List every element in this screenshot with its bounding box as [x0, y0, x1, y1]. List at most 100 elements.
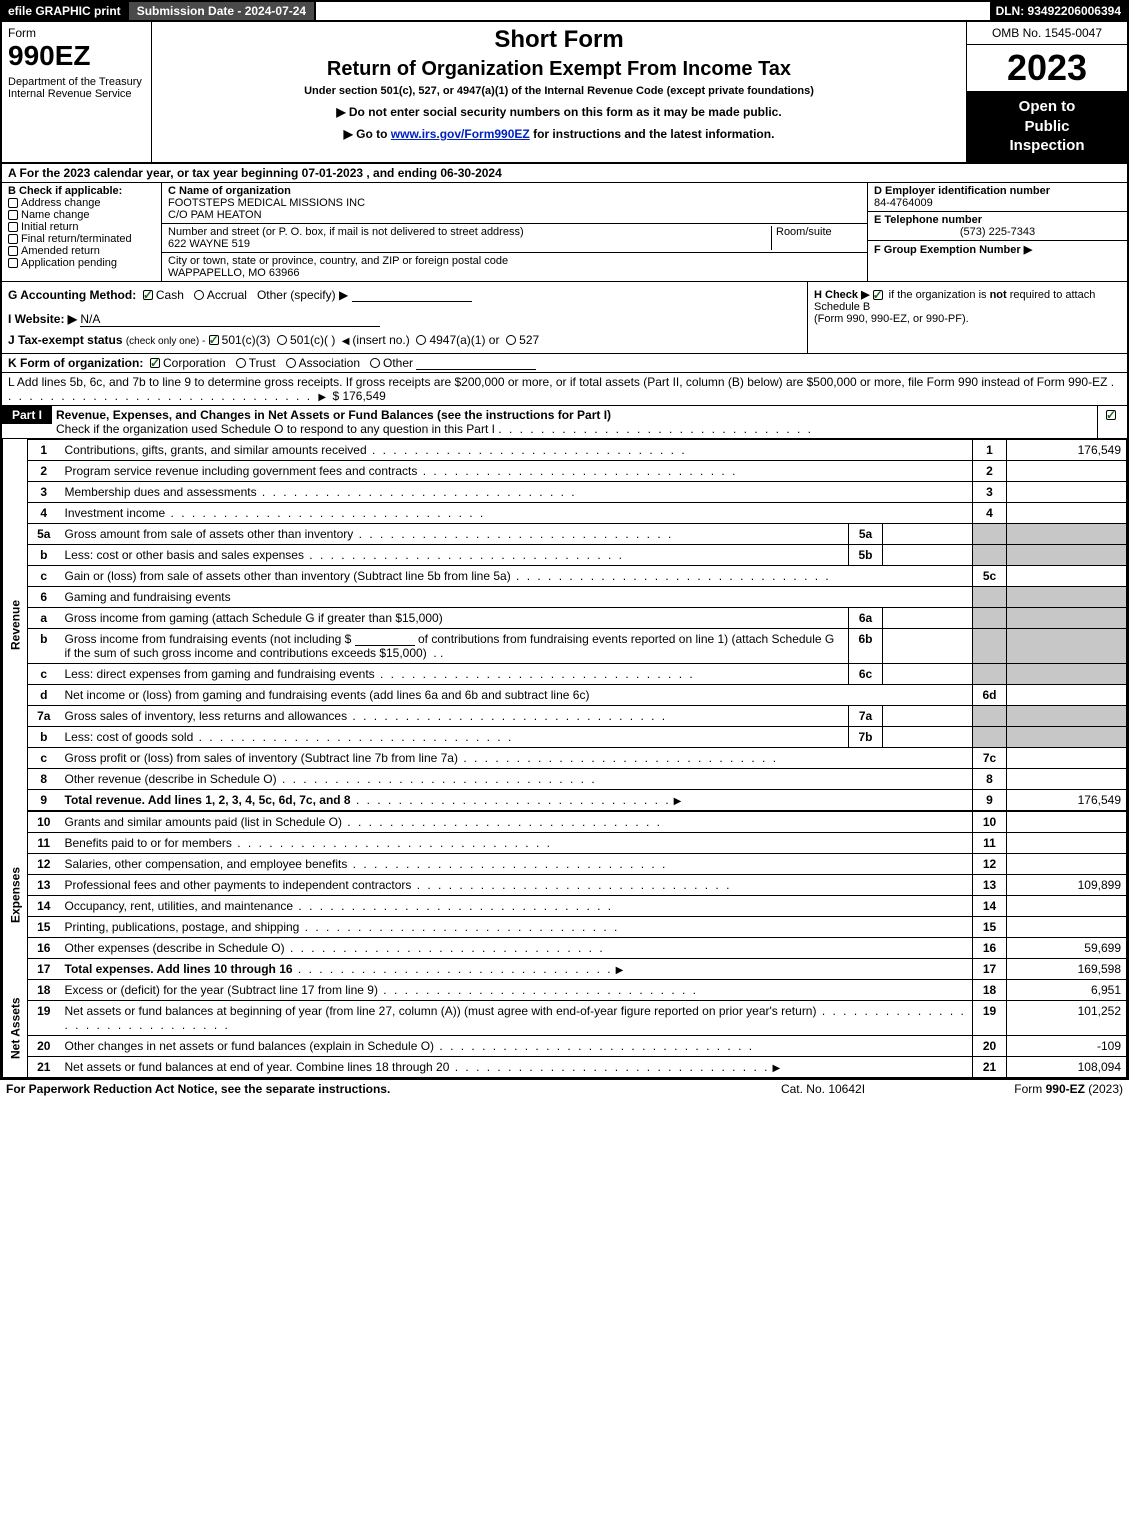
side-netassets: Net Assets	[3, 979, 28, 1077]
arrow-insert	[339, 333, 353, 347]
top-bar: efile GRAPHIC print Submission Date - 20…	[2, 2, 1127, 22]
h-not: not	[990, 289, 1007, 301]
checkbox-final-return[interactable]	[8, 234, 18, 244]
f-label: F Group Exemption Number ▶	[874, 243, 1121, 256]
row-5a: 5a Gross amount from sale of assets othe…	[3, 523, 1127, 544]
label-amended: Amended return	[21, 245, 100, 257]
street-block: Number and street (or P. O. box, if mail…	[162, 224, 867, 253]
bv-21: 108,094	[1007, 1056, 1127, 1077]
bn-5c: 5c	[973, 565, 1007, 586]
bv-16: 59,699	[1007, 937, 1127, 958]
open-line3: Inspection	[971, 136, 1123, 156]
org-name-block: C Name of organization FOOTSTEPS MEDICAL…	[162, 183, 867, 224]
ln-10: 10	[28, 811, 60, 832]
section-f: F Group Exemption Number ▶	[868, 241, 1127, 258]
checkbox-schedule-o[interactable]	[1106, 410, 1116, 420]
checkbox-amended[interactable]	[8, 246, 18, 256]
row-21: 21 Net assets or fund balances at end of…	[3, 1056, 1127, 1077]
care-of: C/O PAM HEATON	[168, 209, 861, 221]
row-6: 6 Gaming and fundraising events	[3, 586, 1127, 607]
other-org-field[interactable]	[416, 356, 536, 370]
radio-527[interactable]	[506, 335, 516, 345]
d-4: Investment income	[65, 506, 166, 520]
section-e: E Telephone number (573) 225-7343	[868, 212, 1127, 241]
d-2: Program service revenue including govern…	[65, 464, 418, 478]
ln-9: 9	[28, 789, 60, 810]
other-specify-field[interactable]	[352, 288, 472, 302]
ln-1: 1	[28, 439, 60, 460]
ln-8: 8	[28, 768, 60, 789]
form-word: Form	[8, 26, 145, 40]
dots-9	[351, 793, 671, 807]
check-application-pending: Application pending	[8, 257, 155, 269]
dots-18	[378, 983, 698, 997]
radio-4947[interactable]	[416, 335, 426, 345]
radio-trust[interactable]	[236, 358, 246, 368]
radio-accrual[interactable]	[194, 290, 204, 300]
bv-8	[1007, 768, 1127, 789]
ln-2: 2	[28, 460, 60, 481]
checkbox-address-change[interactable]	[8, 198, 18, 208]
part1-title: Revenue, Expenses, and Changes in Net As…	[56, 408, 611, 422]
sl-6c: 6c	[849, 663, 883, 684]
d-13: Professional fees and other payments to …	[65, 878, 412, 892]
checkbox-h[interactable]	[873, 290, 883, 300]
row-6c: c Less: direct expenses from gaming and …	[3, 663, 1127, 684]
sv-6c	[883, 663, 973, 684]
row-6a: a Gross income from gaming (attach Sched…	[3, 607, 1127, 628]
bv-10	[1007, 811, 1127, 832]
part1-sub: Check if the organization used Schedule …	[56, 422, 495, 436]
bn-10: 10	[973, 811, 1007, 832]
ln-6c: c	[28, 663, 60, 684]
row-7a: 7a Gross sales of inventory, less return…	[3, 705, 1127, 726]
dots-5c	[511, 569, 831, 583]
row-6d: d Net income or (loss) from gaming and f…	[3, 684, 1127, 705]
radio-assoc[interactable]	[286, 358, 296, 368]
bv-9: 176,549	[1007, 789, 1127, 810]
d-15: Printing, publications, postage, and shi…	[65, 920, 300, 934]
irs-link[interactable]: www.irs.gov/Form990EZ	[391, 127, 530, 141]
checkbox-name-change[interactable]	[8, 210, 18, 220]
check-final-return: Final return/terminated	[8, 233, 155, 245]
row-7c: c Gross profit or (loss) from sales of i…	[3, 747, 1127, 768]
bv-6a	[1007, 607, 1127, 628]
checkbox-corp[interactable]	[150, 358, 160, 368]
bn-16: 16	[973, 937, 1007, 958]
section-h: H Check ▶ if the organization is not req…	[807, 282, 1127, 353]
label-address-change: Address change	[21, 197, 101, 209]
row-3: 3 Membership dues and assessments 3	[3, 481, 1127, 502]
sv-7b	[883, 726, 973, 747]
row-9: 9 Total revenue. Add lines 1, 2, 3, 4, 5…	[3, 789, 1127, 810]
sl-5a: 5a	[849, 523, 883, 544]
label-501c3: 501(c)(3)	[222, 333, 271, 347]
section-l: L Add lines 5b, 6c, and 7b to line 9 to …	[2, 373, 1127, 406]
efile-graphic-print: efile GRAPHIC print	[2, 2, 127, 20]
checkbox-initial-return[interactable]	[8, 222, 18, 232]
row-5b: b Less: cost or other basis and sales ex…	[3, 544, 1127, 565]
field-6b-amount[interactable]	[355, 632, 415, 646]
bn-6d: 6d	[973, 684, 1007, 705]
d-9: Total revenue. Add lines 1, 2, 3, 4, 5c,…	[65, 793, 351, 807]
label-name-change: Name change	[21, 209, 90, 221]
ln-4: 4	[28, 502, 60, 523]
ln-6: 6	[28, 586, 60, 607]
d-14: Occupancy, rent, utilities, and maintena…	[65, 899, 294, 913]
arrow-21	[769, 1060, 783, 1074]
e-label: E Telephone number	[874, 214, 1121, 226]
bv-14	[1007, 895, 1127, 916]
section-d: D Employer identification number 84-4764…	[868, 183, 1127, 212]
footer-right: Form 990-EZ (2023)	[923, 1082, 1123, 1096]
dots-7b	[193, 730, 513, 744]
d-6c: Less: direct expenses from gaming and fu…	[65, 667, 375, 681]
bv-1: 176,549	[1007, 439, 1127, 460]
label-initial-return: Initial return	[21, 221, 78, 233]
d-7a: Gross sales of inventory, less returns a…	[65, 709, 348, 723]
radio-other-org[interactable]	[370, 358, 380, 368]
checkbox-cash[interactable]	[143, 290, 153, 300]
dots-5b	[304, 548, 624, 562]
checkbox-501c3[interactable]	[209, 335, 219, 345]
bv-7b	[1007, 726, 1127, 747]
radio-501c[interactable]	[277, 335, 287, 345]
i-label: I Website: ▶	[8, 312, 77, 326]
checkbox-application-pending[interactable]	[8, 258, 18, 268]
